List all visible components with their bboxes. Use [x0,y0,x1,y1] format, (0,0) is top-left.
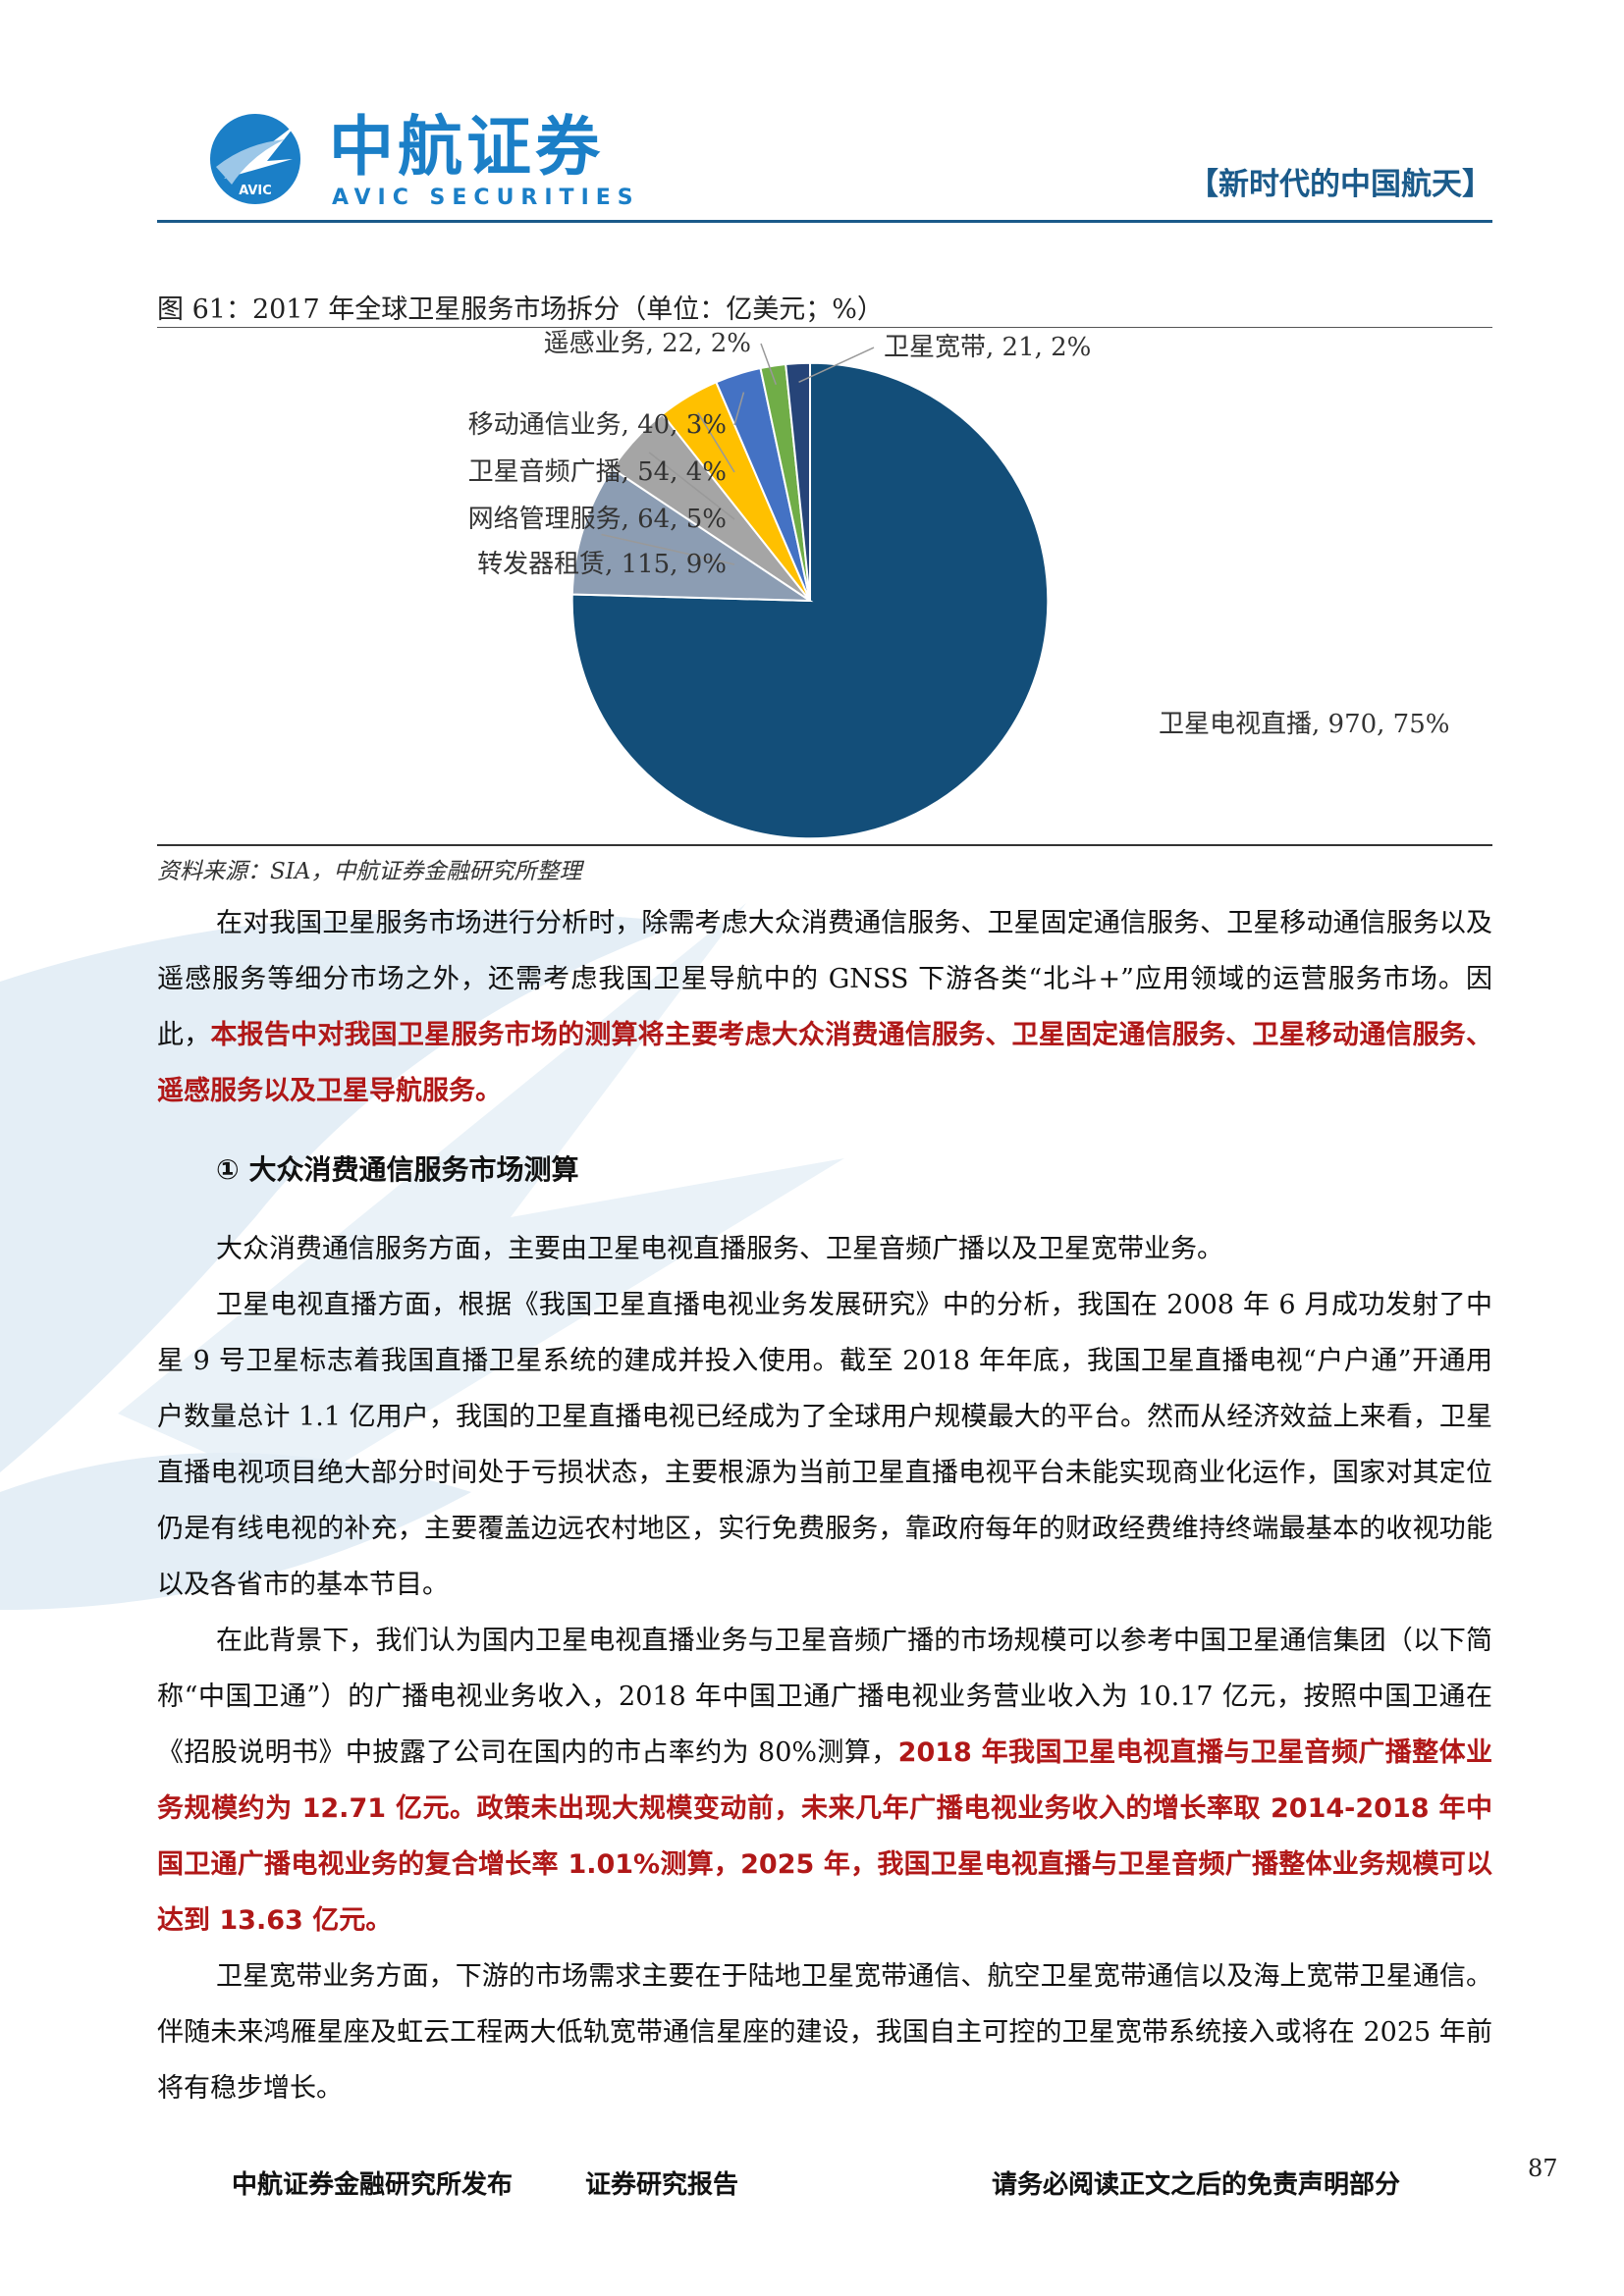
pie-leader-line [760,343,777,386]
pie-label: 卫星宽带, 21, 2% [884,333,1091,362]
pie-label: 网络管理服务, 64, 5% [468,505,727,534]
pie-leader-line [697,412,735,473]
footer-publisher: 中航证券金融研究所发布 [232,2170,514,2200]
paragraph: 卫星电视直播方面，根据《我国卫星直播电视业务发展研究》中的分析，我国在 2008… [157,1290,1492,1600]
highlight-text: 本报告中对我国卫星服务市场的测算将主要考虑大众消费通信服务、卫星固定通信服务、卫… [157,1020,1493,1106]
pie-label: 移动通信业务, 40, 3% [468,410,727,440]
page-number: 87 [1528,2155,1558,2182]
pie-chart: 卫星电视直播, 970, 75% 转发器租赁, 115, 9% 网络管理服务, 64… [468,330,1449,840]
pie-leader-line [798,347,875,384]
logo-badge: AVIC [239,184,272,198]
footer-disclaimer: 请务必阅读正文之后的免责声明部分 [992,2170,1401,2200]
logo-wordmark-cn: 中航证券 [329,109,604,185]
figure-bottom-divider [157,844,1492,846]
pie-leader-line [648,452,735,520]
figure-source: 资料来源：SIA，中航证券金融研究所整理 [157,859,582,884]
page-header: AVIC 中航证券 AVIC SECURITIES 【新时代的中国航天】 [157,88,1492,221]
paragraph: 在对我国卫星服务市场进行分析时，除需考虑大众消费通信服务、卫星固定通信服务、卫星… [157,908,1493,1106]
figure-title-divider [157,327,1492,328]
header-divider [157,220,1492,223]
highlight-text: 2018 年我国卫星电视直播与卫星音频广播整体业务规模约为 12.71 亿元。政… [157,1737,1493,1936]
pie-leader-line [601,533,735,565]
section-subheading: ① 大众消费通信服务市场测算 [216,1153,579,1186]
avic-logo-emblem: AVIC [210,114,300,204]
paragraph: 大众消费通信服务方面，主要由卫星电视直播服务、卫星音频广播以及卫星宽带业务。 [216,1234,1223,1264]
figure-title: 图 61：2017 年全球卫星服务市场拆分（单位：亿美元；%） [157,294,884,325]
pie-label: 遥感业务, 22, 2% [544,330,751,358]
pie-slice-转发器租赁 [570,467,814,603]
report-series-tag: 【新时代的中国航天】 [1188,167,1492,202]
pie-slice-卫星宽带 [785,361,811,602]
paragraph: 卫星宽带业务方面，下游的市场需求主要在于陆地卫星宽带通信、航空卫星宽带通信以及海… [157,1961,1492,2104]
pie-label: 卫星音频广播, 54, 4% [468,457,727,487]
pie-leader-line [733,392,745,426]
page-footer: 中航证券金融研究所发布 证券研究报告 请务必阅读正文之后的免责声明部分 [0,2164,1624,2204]
logo-wordmark-en: AVIC SECURITIES [332,186,640,210]
pie-label: 卫星电视直播, 970, 75% [1159,710,1449,739]
paragraph: 在此背景下，我们认为国内卫星电视直播业务与卫星音频广播的市场规模可以参考中国卫星… [157,1626,1493,1936]
body-text: 在对我国卫星服务市场进行分析时，除需考虑大众消费通信服务、卫星固定通信服务、卫星… [157,895,1492,2116]
pie-label: 转发器租赁, 115, 9% [477,550,727,579]
footer-report-type: 证券研究报告 [585,2170,739,2200]
